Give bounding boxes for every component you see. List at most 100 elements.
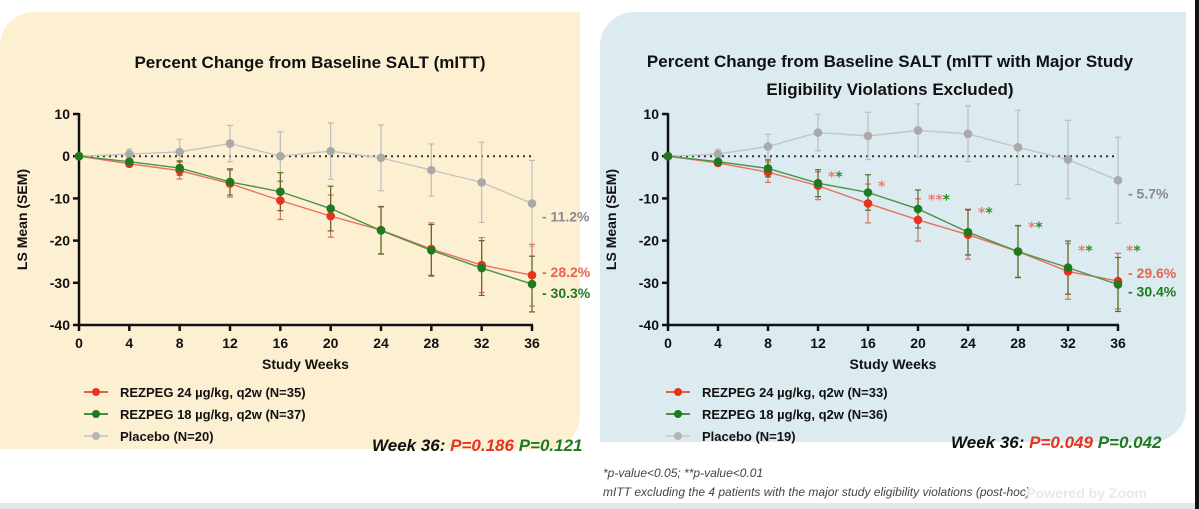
data-point-placebo	[477, 178, 486, 187]
chart-mitt: LS Mean (SEM) 10 0 -10 -20 -30 -40 0 4 8 12 16 20 24 2…	[14, 106, 591, 372]
pvalue-prefix: Week 36:	[951, 433, 1025, 452]
y-tick-label: -10	[50, 190, 70, 206]
week36-pvalues-mitt-excluded: Week 36: P=0.049 P=0.042	[951, 433, 1162, 453]
x-tick-label: 36	[524, 335, 540, 351]
data-point-rezpeg18	[175, 163, 184, 173]
significance-marker: **	[1028, 220, 1043, 236]
y-tick-label: -10	[639, 190, 659, 206]
significance-marker: ***	[928, 193, 951, 209]
data-point-placebo	[1013, 143, 1023, 152]
x-tick-label: 32	[1060, 335, 1076, 351]
pvalue-rezpeg18: P=0.121	[518, 436, 583, 455]
x-tick-label: 16	[273, 335, 289, 351]
data-point-rezpeg18	[74, 151, 84, 161]
data-point-rezpeg18	[225, 177, 235, 187]
legend-marker-green-icon	[84, 409, 108, 419]
data-point-rezpeg18	[963, 227, 973, 237]
significance-stars-rezpeg24: *	[828, 170, 836, 186]
data-point-rezpeg18	[1013, 247, 1023, 256]
y-tick-label: -30	[50, 275, 70, 291]
data-point-placebo	[175, 147, 184, 157]
legend-item-rezpeg18: REZPEG 18 µg/kg, q2w (N=37)	[84, 403, 306, 425]
data-point-rezpeg18	[663, 151, 673, 161]
x-tick-label: 24	[373, 335, 389, 351]
significance-stars-rezpeg24: *	[878, 179, 886, 195]
chart-mitt-excluded: LS Mean (SEM) 10 0 -10 -20 -30 -40 0 4 8 12 16 20 24 2…	[603, 103, 1177, 372]
data-point-placebo	[863, 131, 873, 141]
data-point-placebo	[527, 199, 537, 208]
significance-stars-rezpeg18: *	[1035, 220, 1043, 236]
significance-stars-rezpeg18: *	[943, 193, 951, 209]
legend-label: Placebo (N=19)	[702, 428, 796, 444]
bottom-bar	[0, 503, 1199, 509]
significance-marker: **	[828, 170, 843, 186]
significance-marker: **	[1126, 243, 1141, 259]
x-tick-label: 0	[664, 335, 672, 351]
data-point-placebo	[763, 142, 773, 151]
data-point-placebo	[276, 151, 285, 161]
x-tick-label: 28	[1010, 335, 1026, 351]
significance-marker: **	[1078, 243, 1093, 259]
data-point-rezpeg24	[913, 215, 923, 225]
series-line-rezpeg18	[667, 155, 1119, 286]
y-tick-label: -40	[639, 317, 659, 333]
x-tick-label: 12	[222, 335, 238, 351]
legend-label: Placebo (N=20)	[120, 428, 214, 444]
y-tick-label: 10	[643, 106, 659, 122]
data-point-rezpeg24	[326, 211, 335, 221]
significance-stars-rezpeg18: *	[985, 205, 993, 221]
data-point-rezpeg18	[1113, 280, 1123, 289]
zoom-watermark: Powered by Zoom	[1026, 485, 1147, 501]
y-tick-label: -30	[639, 275, 659, 291]
week36-pvalues-mitt: Week 36: P=0.186 P=0.121	[372, 436, 583, 456]
data-point-rezpeg18	[1063, 263, 1073, 272]
legend-marker-red-icon	[666, 387, 690, 397]
x-tick-label: 20	[323, 335, 339, 351]
data-point-placebo	[1063, 155, 1073, 164]
legend-label: REZPEG 18 µg/kg, q2w (N=36)	[702, 406, 888, 422]
y-tick-label: -20	[639, 233, 659, 249]
significance-stars-rezpeg24: **	[928, 193, 943, 209]
series-line-rezpeg24	[78, 155, 533, 276]
significance-stars-rezpeg18: *	[1085, 243, 1093, 259]
panel-mitt-excluded	[600, 12, 1186, 442]
chart-title-mitt-excluded: Percent Change from Baseline SALT (mITT …	[646, 52, 1134, 99]
y-tick-label: 10	[54, 106, 70, 122]
data-point-rezpeg18	[125, 157, 134, 166]
legend-marker-red-icon	[84, 387, 108, 397]
legend-label: REZPEG 18 µg/kg, q2w (N=37)	[120, 406, 306, 422]
data-point-rezpeg24	[863, 199, 873, 208]
legend-mitt: REZPEG 24 µg/kg, q2w (N=35) REZPEG 18 µg…	[84, 381, 306, 447]
significance-marker: **	[978, 205, 993, 221]
x-axis-label: Study Weeks	[850, 356, 937, 372]
data-point-rezpeg18	[863, 188, 873, 197]
y-axis-label: LS Mean (SEM)	[603, 169, 619, 270]
data-point-rezpeg18	[427, 246, 436, 255]
x-tick-label: 36	[1110, 335, 1126, 351]
legend-item-rezpeg24: REZPEG 24 µg/kg, q2w (N=33)	[666, 381, 888, 403]
data-point-rezpeg18	[913, 204, 923, 214]
end-value-label-rezpeg18: - 30.4%	[1128, 283, 1177, 299]
series-line-placebo	[78, 142, 533, 205]
x-tick-label: 32	[474, 335, 490, 351]
y-axis-label: LS Mean (SEM)	[14, 169, 30, 270]
data-point-rezpeg18	[477, 263, 486, 273]
legend-marker-gray-icon	[84, 431, 108, 441]
legend-label: REZPEG 24 µg/kg, q2w (N=33)	[702, 384, 888, 400]
data-point-placebo	[376, 153, 386, 163]
window-edge	[1195, 0, 1199, 509]
x-axis-label: Study Weeks	[262, 356, 349, 372]
end-value-label-placebo: - 11.2%	[542, 208, 590, 224]
end-value-label-rezpeg18: - 30.3%	[542, 285, 591, 301]
data-point-rezpeg18	[713, 157, 723, 166]
chart-title-mitt: Percent Change from Baseline SALT (mITT)	[134, 53, 486, 72]
y-tick-label: -20	[50, 233, 70, 249]
pvalue-rezpeg24: P=0.186	[450, 436, 514, 455]
x-tick-label: 8	[764, 335, 772, 351]
legend-item-placebo: Placebo (N=19)	[666, 425, 888, 447]
series-line-placebo	[667, 129, 1119, 181]
significance-stars-rezpeg24: *	[1126, 243, 1134, 259]
end-value-label-placebo: - 5.7%	[1128, 185, 1169, 201]
data-point-rezpeg18	[527, 279, 537, 289]
data-point-rezpeg24	[527, 270, 537, 280]
